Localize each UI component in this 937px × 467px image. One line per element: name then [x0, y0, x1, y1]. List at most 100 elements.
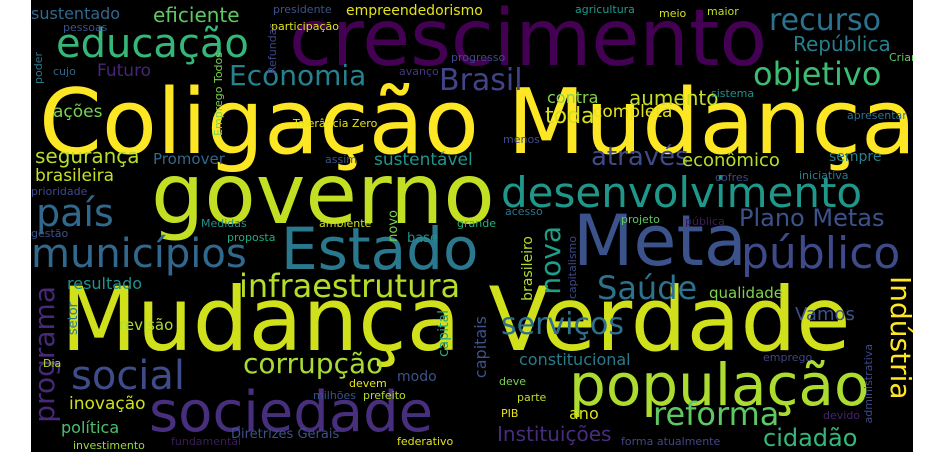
- word: pública: [685, 215, 725, 228]
- word: presidente: [273, 3, 332, 16]
- word: Diretrizes Gerais: [231, 427, 340, 442]
- word: eficiente: [153, 3, 240, 27]
- word: apresentar: [847, 109, 907, 122]
- word: Indústria: [884, 276, 913, 400]
- word: sustentado: [31, 4, 121, 23]
- word: acesso: [505, 205, 543, 218]
- word: menos: [503, 133, 540, 146]
- word: resultado: [67, 274, 143, 293]
- word: devem: [349, 377, 387, 390]
- word: milhões: [313, 389, 357, 402]
- word: aumento: [629, 86, 719, 110]
- word: avanço: [399, 65, 439, 78]
- word: desenvolvimento: [501, 168, 863, 217]
- word: Saúde: [597, 269, 698, 307]
- word: PIB: [501, 407, 519, 420]
- word: Criar: [889, 51, 913, 64]
- word: programa: [31, 286, 61, 423]
- word: Plano Metas: [739, 204, 885, 232]
- word: governo: [151, 145, 495, 243]
- word: agricultura: [575, 3, 635, 16]
- word: capitalismo: [566, 236, 579, 300]
- word: base: [407, 231, 438, 246]
- word: social: [71, 353, 186, 399]
- word: objetivo: [753, 55, 882, 93]
- word: capitais: [471, 316, 490, 379]
- word: pessoas: [63, 21, 108, 34]
- word: Dia: [43, 357, 62, 370]
- word: ano: [569, 404, 599, 423]
- word: Coligação Mudança: [39, 70, 913, 175]
- word: poder: [32, 52, 45, 84]
- word: qualidade: [709, 284, 784, 302]
- word: inovação: [69, 394, 146, 414]
- word: constitucional: [519, 350, 631, 369]
- word: completa: [593, 102, 673, 122]
- word: brasileira: [35, 166, 115, 186]
- word: grande: [457, 217, 496, 230]
- word: contra: [547, 88, 599, 107]
- word: reforma: [653, 395, 780, 433]
- word: administrativa: [862, 344, 875, 424]
- word: fundamental: [171, 435, 242, 448]
- word: assim: [325, 153, 357, 166]
- word: Refundar: [266, 24, 279, 74]
- word: país: [36, 191, 114, 235]
- word: federativo: [397, 435, 454, 448]
- word: modo: [397, 369, 437, 385]
- word: empreendedorismo: [346, 3, 483, 19]
- word: novo: [386, 210, 401, 242]
- word: infraestrutura: [239, 267, 461, 305]
- word: sistema: [711, 87, 755, 100]
- word: Promover: [153, 150, 225, 168]
- word: Economia: [229, 59, 367, 92]
- word: deve: [499, 375, 527, 388]
- word: meio: [659, 7, 687, 20]
- word: público: [741, 228, 901, 279]
- word: Futuro: [97, 61, 152, 81]
- word-cloud: Coligação Mudança Mudança Verdade cresci…: [31, 0, 913, 452]
- word: segurança: [35, 144, 140, 168]
- word: forma atualmente: [621, 435, 721, 448]
- word: toda: [545, 104, 595, 129]
- word: Brasil: [439, 63, 523, 98]
- word: iniciativa: [799, 169, 849, 182]
- word: Meta: [573, 200, 747, 282]
- word: prefeito: [363, 389, 406, 402]
- word: nova: [534, 226, 567, 295]
- word: crescimento: [289, 0, 768, 84]
- word: sempre: [829, 149, 882, 165]
- word: Estado: [281, 215, 479, 283]
- word: prioridade: [31, 185, 88, 198]
- word: serviços: [501, 307, 624, 342]
- word: municípios: [31, 231, 247, 277]
- word: maior: [707, 5, 739, 18]
- word: através: [591, 142, 689, 172]
- word: educação: [56, 21, 249, 67]
- word: proposta: [227, 231, 276, 244]
- word: projeto: [621, 213, 660, 226]
- word: cujo: [53, 65, 76, 78]
- word: corrupção: [243, 347, 384, 380]
- word: sociedade: [149, 380, 434, 445]
- word: ações: [53, 102, 103, 122]
- word: revisão: [119, 316, 174, 334]
- word: República: [793, 32, 891, 56]
- word: investimento: [73, 439, 145, 452]
- word: ambiente: [319, 217, 372, 230]
- word: Medidas: [201, 217, 247, 230]
- word: cidadão: [763, 424, 858, 452]
- word: parte: [517, 391, 547, 404]
- word: Mudança Verdade: [61, 268, 851, 371]
- word: setor: [66, 302, 81, 336]
- word: devido: [823, 409, 861, 422]
- word: sustentável: [374, 150, 473, 170]
- word: capital: [436, 310, 452, 358]
- word: cofres: [715, 171, 749, 184]
- word: participação: [271, 20, 339, 33]
- word: gestão: [31, 227, 69, 240]
- word: recurso: [769, 3, 881, 38]
- word: população: [569, 351, 870, 419]
- word: Tolerância Zero: [293, 117, 378, 130]
- word: Emprego Todos: [212, 52, 225, 136]
